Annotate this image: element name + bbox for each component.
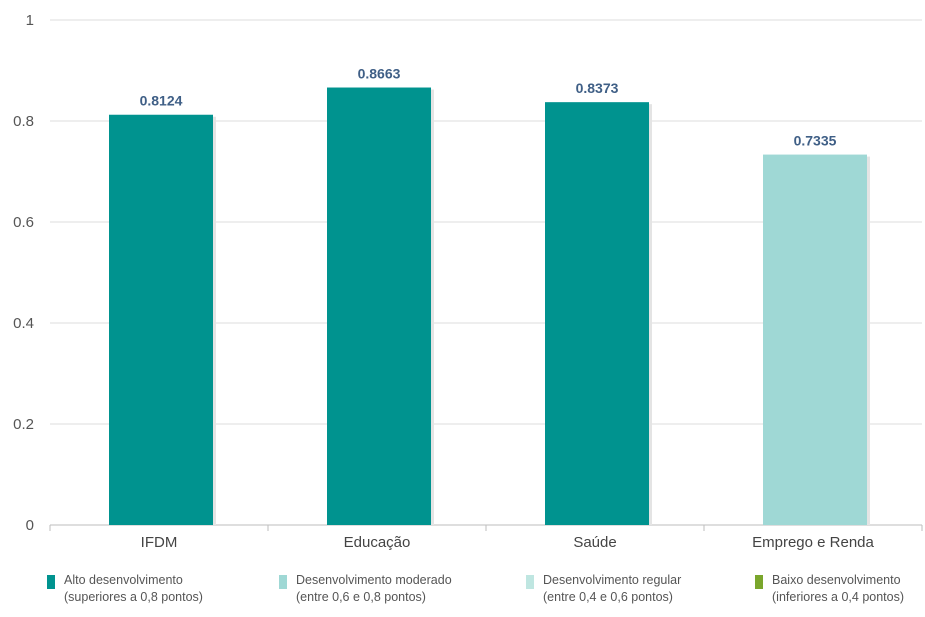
legend-swatch-baixo [755,575,763,589]
legend-label-moderado: Desenvolvimento moderado [296,573,452,587]
legend-swatch-alto [47,575,55,589]
bar-1 [327,87,431,526]
legend-label-baixo: Baixo desenvolvimento [772,573,901,587]
bar-3 [763,154,867,525]
x-tick-label-1: Educação [344,534,411,551]
bar-0 [109,114,213,525]
bar-chart: 0 0.2 0.4 0.6 0.8 1 0.8124 IFDM 0.8663 Educação 0.… [13,12,923,551]
y-tick-label-2: 0.4 [13,315,34,332]
legend-swatch-regular [526,575,534,589]
legend-label-regular: Desenvolvimento regular [543,573,682,587]
y-tick-label-4: 0.8 [13,113,34,130]
legend-range-moderado: (entre 0,6 e 0,8 pontos) [296,590,426,604]
legend: Alto desenvolvimento (superiores a 0,8 p… [0,572,925,617]
y-tick-label-0: 0 [26,517,34,534]
legend-label-alto: Alto desenvolvimento [64,573,183,587]
value-label-2: 0.8373 [576,80,619,96]
legend-swatch-moderado [279,575,287,589]
legend-range-regular: (entre 0,4 e 0,6 pontos) [543,590,673,604]
y-tick-label-3: 0.6 [13,214,34,231]
legend-item-baixo: Baixo desenvolvimento (inferiores a 0,4 … [755,572,904,606]
legend-item-moderado: Desenvolvimento moderado (entre 0,6 e 0,… [279,572,452,606]
y-tick-label-1: 0.2 [13,416,34,433]
y-tick-label-5: 1 [26,12,34,29]
value-label-0: 0.8124 [140,93,183,109]
x-tick-label-0: IFDM [141,534,178,551]
x-tick-label-2: Saúde [573,534,616,551]
value-label-1: 0.8663 [358,66,401,82]
legend-range-alto: (superiores a 0,8 pontos) [64,590,203,604]
legend-range-baixo: (inferiores a 0,4 pontos) [772,590,905,604]
legend-item-regular: Desenvolvimento regular (entre 0,4 e 0,6… [526,572,681,606]
x-tick-label-3: Emprego e Renda [752,534,874,551]
value-label-3: 0.7335 [794,133,837,149]
bar-2 [545,102,649,525]
legend-item-alto: Alto desenvolvimento (superiores a 0,8 p… [47,572,203,606]
